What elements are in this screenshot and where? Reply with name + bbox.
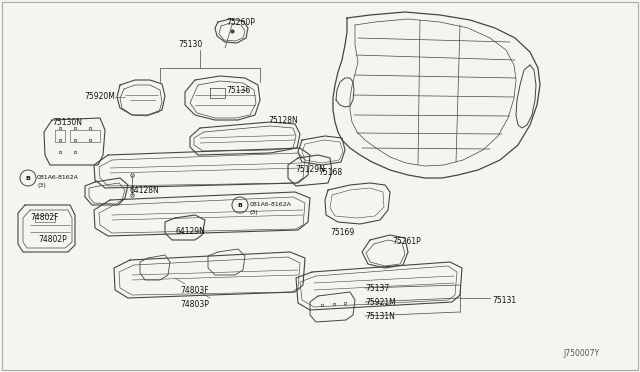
Text: 75128N: 75128N bbox=[268, 116, 298, 125]
Text: B: B bbox=[26, 176, 31, 180]
Text: 75921M: 75921M bbox=[365, 298, 396, 307]
Text: 75136: 75136 bbox=[226, 86, 250, 95]
Text: 75920M: 75920M bbox=[84, 92, 115, 101]
Text: J750007Y: J750007Y bbox=[564, 349, 600, 358]
Text: 081A6-8162A: 081A6-8162A bbox=[250, 202, 292, 207]
Text: 75131N: 75131N bbox=[365, 312, 395, 321]
Text: 64128N: 64128N bbox=[130, 186, 160, 195]
Text: 75137: 75137 bbox=[365, 284, 389, 293]
Text: 081A6-8162A: 081A6-8162A bbox=[37, 175, 79, 180]
Text: 75130: 75130 bbox=[178, 40, 202, 49]
Text: (3): (3) bbox=[250, 210, 259, 215]
Text: 74802P: 74802P bbox=[38, 235, 67, 244]
Text: 74802F: 74802F bbox=[30, 213, 58, 222]
Text: B: B bbox=[237, 202, 243, 208]
Text: 74803P: 74803P bbox=[180, 300, 209, 309]
Text: (3): (3) bbox=[37, 183, 45, 188]
Text: 75129N: 75129N bbox=[295, 165, 325, 174]
Text: 74803F: 74803F bbox=[180, 286, 209, 295]
Text: 75260P: 75260P bbox=[226, 18, 255, 27]
Text: 75169: 75169 bbox=[330, 228, 355, 237]
Text: 75131: 75131 bbox=[492, 296, 516, 305]
Text: 75130N: 75130N bbox=[52, 118, 82, 127]
Text: 75261P: 75261P bbox=[392, 237, 420, 246]
Text: 64129N: 64129N bbox=[175, 227, 205, 236]
Text: 75168: 75168 bbox=[318, 168, 342, 177]
